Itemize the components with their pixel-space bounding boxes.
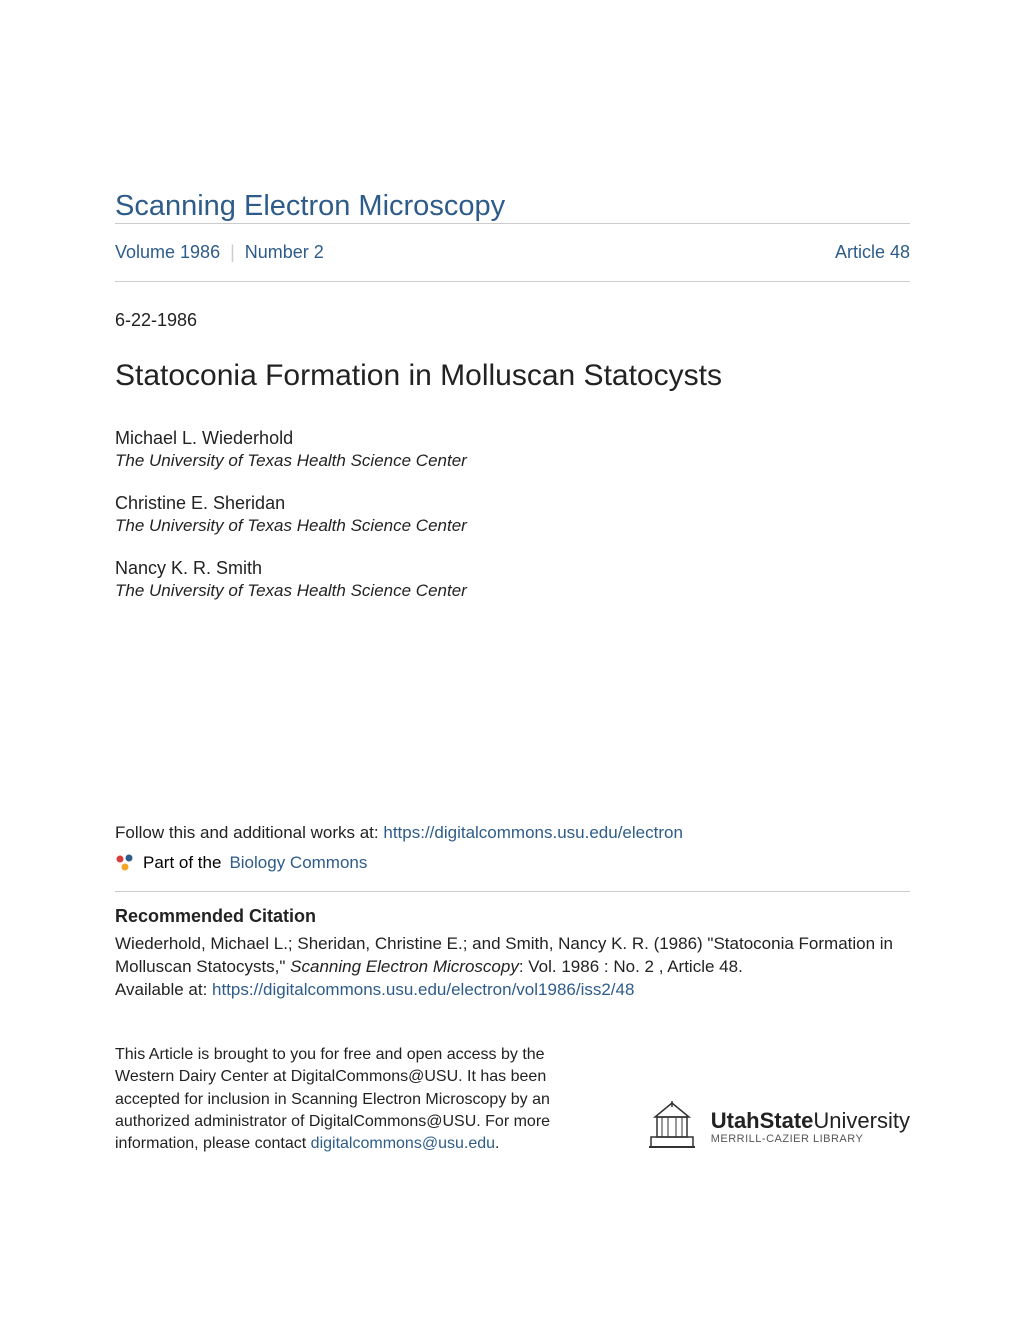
citation-text: Wiederhold, Michael L.; Sheridan, Christ…: [115, 933, 910, 1002]
breadcrumb-left: Volume 1986 | Number 2: [115, 242, 324, 263]
number-link[interactable]: Number 2: [245, 242, 324, 263]
article-number-link[interactable]: Article 48: [835, 242, 910, 263]
usu-logo-main: UtahStateUniversity: [711, 1110, 910, 1132]
publication-date: 6-22-1986: [115, 310, 910, 331]
author-affiliation: The University of Texas Health Science C…: [115, 581, 910, 601]
follow-works-link[interactable]: https://digitalcommons.usu.edu/electron: [383, 823, 683, 842]
spacer: [115, 623, 910, 823]
citation-body-2: : Vol. 1986 : No. 2 , Article 48.: [519, 957, 743, 976]
breadcrumb-separator: |: [230, 242, 235, 263]
citation-journal-name: Scanning Electron Microscopy: [290, 957, 519, 976]
divider-breadcrumb: [115, 281, 910, 282]
volume-link[interactable]: Volume 1986: [115, 242, 220, 263]
article-title: Statoconia Formation in Molluscan Statoc…: [115, 359, 910, 393]
author-block-3: Nancy K. R. Smith The University of Texa…: [115, 558, 910, 601]
usu-logo-text: UtahStateUniversity MERRILL-CAZIER LIBRA…: [711, 1110, 910, 1145]
footer-text-2: .: [495, 1135, 499, 1152]
part-of-row: Part of the Biology Commons: [115, 853, 910, 873]
network-icon: [115, 853, 135, 873]
biology-commons-link[interactable]: Biology Commons: [229, 853, 367, 873]
footer-row: This Article is brought to you for free …: [115, 1044, 910, 1156]
footer-access-text: This Article is brought to you for free …: [115, 1044, 555, 1156]
footer-email-link[interactable]: digitalcommons@usu.edu: [311, 1135, 495, 1152]
author-block-2: Christine E. Sheridan The University of …: [115, 493, 910, 536]
journal-title-link[interactable]: Scanning Electron Microscopy: [115, 190, 505, 222]
citation-url-link[interactable]: https://digitalcommons.usu.edu/electron/…: [212, 980, 634, 999]
follow-works-text: Follow this and additional works at: htt…: [115, 823, 910, 843]
author-block-1: Michael L. Wiederhold The University of …: [115, 428, 910, 471]
author-name: Michael L. Wiederhold: [115, 428, 910, 449]
author-affiliation: The University of Texas Health Science C…: [115, 451, 910, 471]
author-name: Christine E. Sheridan: [115, 493, 910, 514]
usu-logo: UtahStateUniversity MERRILL-CAZIER LIBRA…: [643, 1099, 910, 1156]
follow-prefix: Follow this and additional works at:: [115, 823, 383, 842]
author-affiliation: The University of Texas Health Science C…: [115, 516, 910, 536]
usu-building-icon: [643, 1099, 701, 1156]
usu-logo-sub: MERRILL-CAZIER LIBRARY: [711, 1134, 910, 1145]
citation-heading: Recommended Citation: [115, 906, 910, 927]
usu-logo-light: University: [813, 1108, 910, 1133]
author-name: Nancy K. R. Smith: [115, 558, 910, 579]
part-of-prefix: Part of the: [143, 853, 221, 873]
breadcrumb-row: Volume 1986 | Number 2 Article 48: [115, 224, 910, 281]
usu-logo-bold: UtahState: [711, 1108, 814, 1133]
citation-available-prefix: Available at:: [115, 980, 212, 999]
divider-citation: [115, 891, 910, 892]
